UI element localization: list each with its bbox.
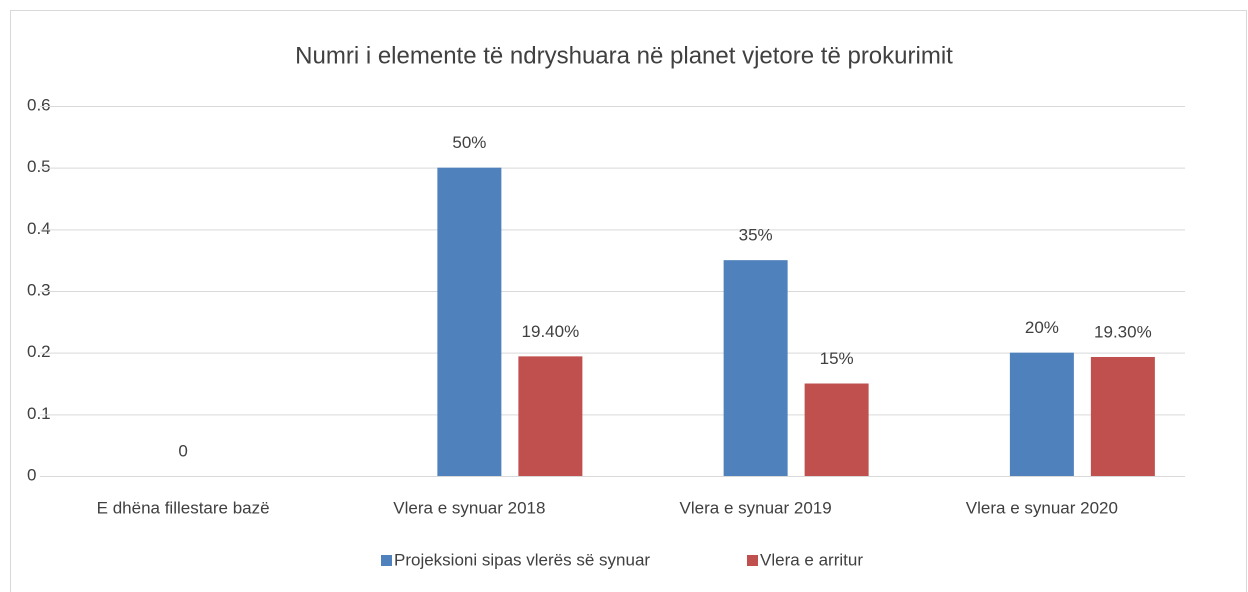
y-tick-label: 0: [27, 465, 36, 484]
y-tick-label: 0.2: [27, 342, 51, 361]
chart-border: [10, 10, 1247, 592]
y-tick-label: 0.4: [27, 219, 51, 238]
x-tick-label: E dhëna fillestare bazë: [97, 498, 270, 517]
y-tick-label: 0.3: [27, 280, 51, 299]
data-label: 15%: [820, 349, 854, 368]
data-label: 19.40%: [522, 322, 580, 341]
bar: [1090, 356, 1155, 476]
legend-label: Vlera e arritur: [760, 550, 863, 569]
data-label: 20%: [1025, 318, 1059, 337]
x-tick-label: Vlera e synuar 2020: [966, 498, 1118, 517]
data-label: 19.30%: [1094, 322, 1152, 341]
data-label: 0: [178, 441, 187, 460]
legend-swatch: [747, 555, 758, 566]
data-label: 35%: [739, 226, 773, 245]
x-tick-label: Vlera e synuar 2018: [393, 498, 545, 517]
bar: [437, 167, 502, 476]
data-label: 50%: [452, 133, 486, 152]
bar: [723, 260, 788, 476]
bar: [518, 356, 583, 476]
bar: [804, 383, 869, 476]
y-tick-label: 0.6: [27, 95, 51, 114]
legend-swatch: [381, 555, 392, 566]
x-tick-label: Vlera e synuar 2019: [680, 498, 832, 517]
y-tick-label: 0.5: [27, 157, 51, 176]
chart-title: Numri i elemente të ndryshuara në planet…: [295, 42, 953, 69]
y-tick-label: 0.1: [27, 404, 51, 423]
legend-label: Projeksioni sipas vlerës së synuar: [394, 550, 650, 569]
bar: [1009, 352, 1074, 476]
